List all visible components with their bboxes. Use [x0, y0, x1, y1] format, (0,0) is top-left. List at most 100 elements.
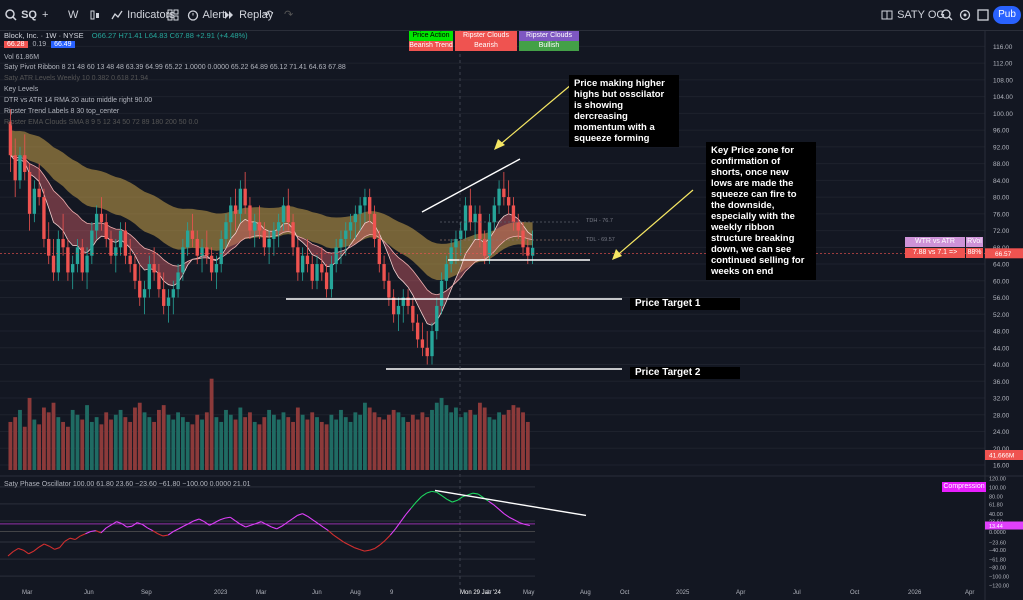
- price-axis-tick: 28.00: [993, 412, 1010, 419]
- candle-body: [209, 255, 214, 273]
- redo-icon[interactable]: ↷: [284, 9, 294, 21]
- candle-body: [516, 222, 520, 231]
- alarm-clock-icon: [187, 10, 199, 21]
- candle-body: [185, 230, 190, 248]
- candle-body: [463, 205, 468, 231]
- volume-bar: [109, 419, 113, 470]
- volume-bar: [492, 419, 497, 470]
- candle-body: [190, 230, 195, 239]
- oscillator-segment: [214, 519, 221, 524]
- volume-bar: [454, 407, 458, 470]
- legend-atr-levels[interactable]: Saty ATR Levels Weekly 10 0.382 0.618 21…: [4, 75, 149, 82]
- volume-bar: [195, 414, 200, 470]
- price-axis-tick: 60.00: [993, 278, 1010, 285]
- oscillator-segment: [312, 519, 319, 524]
- last-price-value: 66.57: [995, 251, 1012, 258]
- candle-body: [391, 297, 396, 315]
- fullscreen-icon[interactable]: [976, 6, 990, 24]
- x-axis-label: Jun: [84, 590, 94, 596]
- oscillator-segment: [286, 518, 293, 524]
- ask-price[interactable]: 66.49: [51, 41, 75, 48]
- add-symbol-icon[interactable]: +: [42, 9, 49, 21]
- volume-bar: [190, 424, 195, 470]
- volume-value: 41.666M: [989, 453, 1014, 460]
- oscillator-segment: [111, 521, 117, 526]
- volume-bar: [506, 409, 511, 470]
- legend-pivot-ribbon[interactable]: Saty Pivot Ribbon 8 21 48 60 13 48 48 63…: [4, 64, 346, 71]
- volume-bar: [458, 417, 463, 470]
- oscillator-segment: [162, 534, 169, 537]
- publish-button[interactable]: Pub: [993, 6, 1021, 24]
- candle-body: [382, 264, 386, 281]
- volume-bar: [343, 417, 348, 470]
- x-axis-label: Sep: [141, 590, 152, 596]
- price-chart[interactable]: 116.00 112.00 108.00 104.00 100.00 96.00 92.00…: [0, 30, 1023, 600]
- volume-bar: [70, 409, 75, 470]
- oscillator-segment: [395, 521, 402, 530]
- oscillator-segment: [374, 544, 381, 549]
- volume-bar: [185, 421, 190, 470]
- legend-volume[interactable]: Vol 61.86M: [4, 54, 40, 61]
- signal-header-clouds-34-50: Ripster Clouds 34/50: [455, 31, 517, 49]
- price-target-2-label[interactable]: Price Target 2: [630, 367, 740, 379]
- legend-key-levels[interactable]: Key Levels: [4, 86, 39, 93]
- price-target-1-label[interactable]: Price Target 1: [630, 298, 740, 310]
- templates-icon[interactable]: [166, 6, 180, 24]
- candle-body: [425, 347, 429, 357]
- interval-button[interactable]: W: [68, 9, 79, 21]
- volume-bar: [22, 426, 27, 470]
- volume-bar: [276, 419, 281, 470]
- oscillator-current-badge: [985, 521, 1023, 530]
- price-axis-tick: 24.00: [993, 429, 1010, 436]
- oscillator-segment: [178, 525, 184, 530]
- annotation-note-divergence[interactable]: Price making higher highs but osscilator…: [569, 75, 679, 147]
- oscillator-axis-tick: 100.00: [989, 485, 1006, 491]
- candle-body: [142, 289, 147, 298]
- oscillator-segment: [281, 522, 288, 527]
- undo-icon[interactable]: ↶: [264, 9, 274, 21]
- candles: [8, 109, 535, 365]
- volume-bar: [42, 407, 46, 470]
- candle-body: [277, 222, 281, 231]
- indicators-button[interactable]: Indicators: [110, 6, 175, 24]
- settings-icon[interactable]: [958, 6, 972, 24]
- oscillator-title[interactable]: Saty Phase Oscillator 100.00 61.80 23.60…: [4, 481, 251, 488]
- oscillator-segment: [503, 513, 510, 518]
- candle-body: [27, 171, 32, 214]
- volume-bar: [329, 414, 334, 470]
- legend-trend-labels[interactable]: Ripster Trend Labels 8 30 top_center: [4, 108, 120, 115]
- signal-value-clouds-5-12: Bullish: [519, 41, 579, 51]
- candle-body: [478, 213, 482, 239]
- layout-button[interactable]: SATY OG: [880, 6, 945, 24]
- price-axis-tick: 112.00: [993, 61, 1013, 68]
- volume-bar: [310, 412, 315, 470]
- legend-ema-clouds[interactable]: Ripster EMA Clouds SMA 8 9 5 12 34 50 72…: [4, 119, 199, 126]
- quick-search-icon[interactable]: [940, 6, 954, 24]
- candle-body: [214, 264, 219, 273]
- candle-body: [56, 238, 60, 273]
- legend-dtr-atr[interactable]: DTR vs ATR 14 RMA 20 auto middle right 9…: [4, 97, 153, 104]
- symbol-search-button[interactable]: SQ: [4, 6, 37, 24]
- chart-type-icon[interactable]: [88, 6, 102, 24]
- last-price-badge: [985, 248, 1023, 259]
- volume-bar: [286, 417, 291, 470]
- alert-button[interactable]: Alert: [186, 6, 225, 24]
- bid-price[interactable]: 66.28: [4, 41, 28, 48]
- oscillator-segment: [28, 550, 35, 555]
- volume-bar: [257, 424, 262, 470]
- replay-button[interactable]: Replay: [222, 6, 273, 24]
- oscillator-segment: [338, 538, 345, 543]
- x-axis-label: Oct: [620, 590, 630, 596]
- top-toolbar: SQ + W Indicators Alert Replay ↶ ↷ SATY …: [0, 0, 1023, 31]
- annotation-note-key-zone[interactable]: Key Price zone for confirmation of short…: [706, 142, 816, 280]
- candle-body: [506, 197, 511, 206]
- oscillator-segment: [43, 543, 50, 547]
- rvol-value: 88%: [966, 248, 983, 258]
- oscillator-segment: [457, 496, 463, 501]
- price-axis-tick: 116.00: [993, 44, 1013, 51]
- oscillator-segment: [198, 518, 205, 523]
- candle-body: [229, 205, 233, 223]
- volume-bar: [224, 409, 228, 470]
- candle-body: [320, 264, 324, 273]
- price-axis-tick: 44.00: [993, 345, 1010, 352]
